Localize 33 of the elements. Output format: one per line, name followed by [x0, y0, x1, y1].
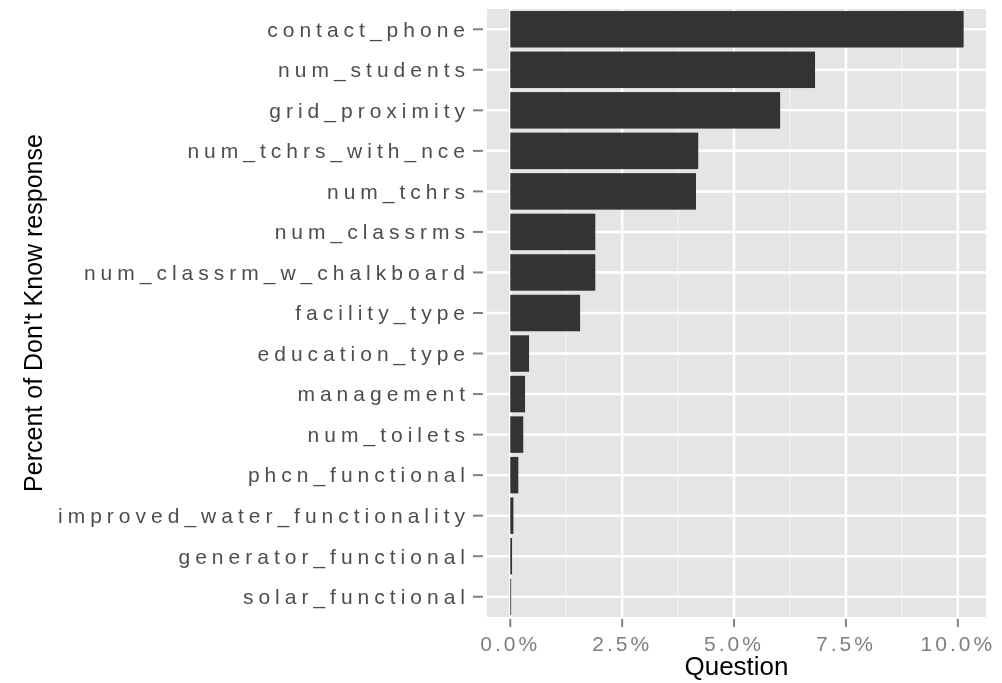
y-tick-label: num_tchrs	[326, 179, 470, 204]
y-tick-label: contact_phone	[267, 17, 470, 42]
x-tick-label: 2.5%	[592, 632, 653, 655]
bar	[510, 132, 699, 170]
y-tick-label: grid_proximity	[269, 98, 470, 123]
y-tick-label: num_tchrs_with_nce	[187, 139, 470, 164]
bar	[510, 173, 696, 210]
x-tick-label: 10.0%	[920, 632, 996, 655]
bar	[510, 456, 519, 494]
y-tick-label: generator_functional	[178, 544, 470, 569]
y-tick-label: num_toilets	[307, 422, 470, 447]
bar	[510, 497, 514, 534]
x-tick-label: 7.5%	[815, 632, 876, 655]
x-tick-label: 0.0%	[480, 632, 541, 655]
bar	[510, 375, 526, 413]
y-tick-label: improved_water_functionality	[58, 504, 470, 529]
y-tick-label: num_students	[278, 58, 470, 83]
bar	[510, 11, 964, 48]
y-tick-label: num_classrms	[274, 220, 470, 245]
bar	[510, 335, 530, 372]
bar	[510, 213, 596, 251]
bar	[510, 254, 596, 291]
bar	[510, 51, 816, 89]
y-tick-label: phcn_functional	[247, 463, 470, 488]
y-tick-label: education_type	[257, 341, 470, 366]
bar	[510, 294, 581, 332]
y-tick-label: solar_functional	[242, 585, 470, 610]
bar	[510, 92, 781, 129]
y-tick-label: management	[297, 382, 470, 406]
y-axis-title: Percent of Don't Know response	[19, 134, 47, 492]
bar	[510, 416, 524, 453]
y-tick-label: facility_type	[295, 301, 470, 326]
y-tick-label: num_classrm_w_chalkboard	[83, 260, 470, 285]
